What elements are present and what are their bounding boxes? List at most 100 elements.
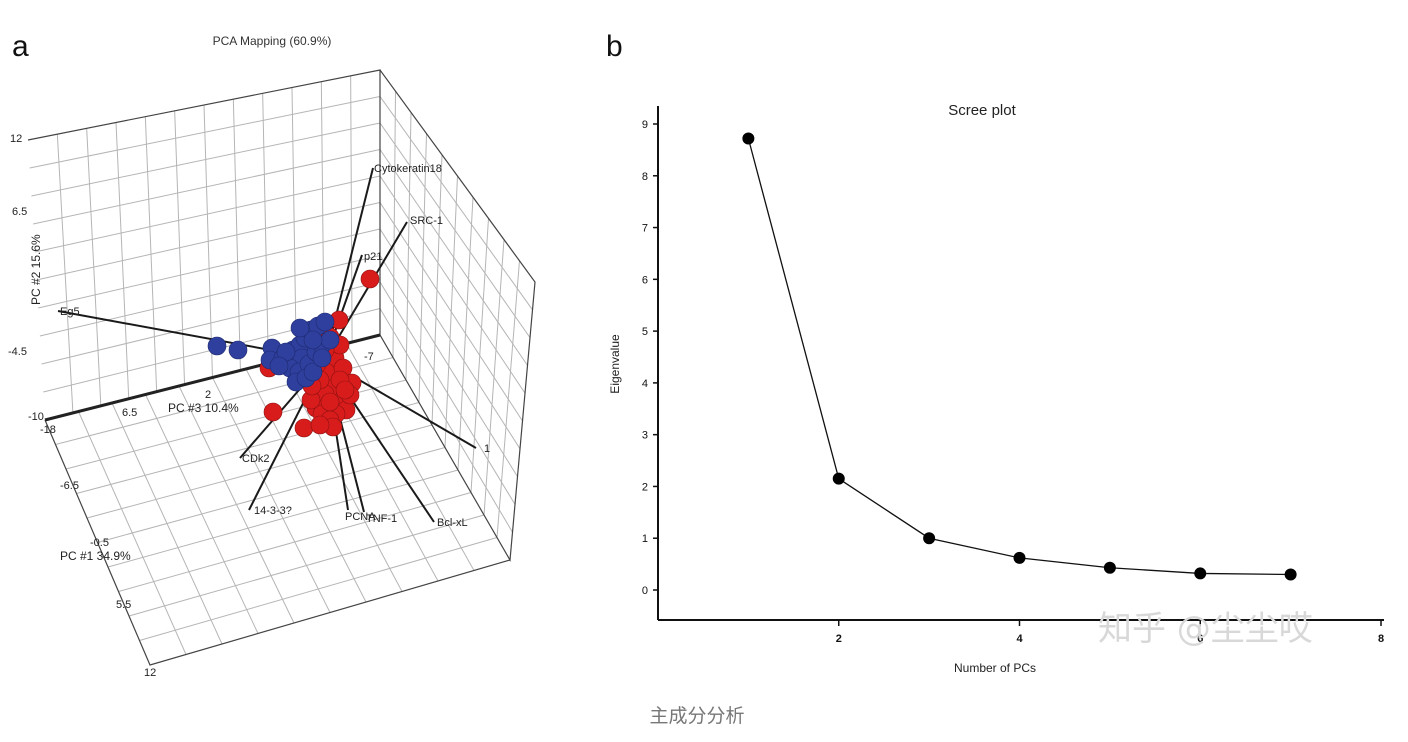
pc1-tick-3: 5.5: [116, 599, 131, 611]
scree-point-5: [1194, 567, 1207, 580]
pca-left-wall-grid: [29, 75, 381, 413]
loading-vector-0: [324, 167, 374, 361]
pc1-tick-1: -6.5: [60, 480, 79, 492]
left-wall-grid-h-7: [39, 255, 381, 337]
loading-label-cdk2: CDk2: [242, 453, 270, 465]
pca-right-wall-grid: [379, 91, 533, 538]
scree-ytick-label-8: 8: [642, 171, 648, 183]
pc2-axis-label: PC #2 15.6%: [29, 234, 43, 305]
pc3-axis-label: PC #3 10.4%: [168, 401, 239, 415]
panel-b-letter: b: [606, 30, 623, 63]
scree-ytick-label-2: 2: [642, 481, 648, 493]
pc3-tick-0: 6.5: [122, 407, 137, 419]
watermark-text: 知乎 @尘尘哎: [1098, 609, 1313, 649]
scree-x-label: Number of PCs: [954, 661, 1036, 675]
panel-a-letter: a: [12, 30, 29, 63]
score-point-blue-24: [290, 318, 310, 338]
loading-label-bclxl: Bcl-xL: [437, 517, 468, 529]
score-point-blue-22: [269, 356, 289, 376]
scree-point-1: [832, 472, 845, 485]
left-wall-grid-h-4: [34, 175, 381, 253]
scree-xtick-label-2: 6: [1197, 633, 1203, 645]
scree-xtick-label-1: 4: [1016, 633, 1023, 645]
right-wall-grid-h-6: [379, 228, 521, 450]
loading-label-cytokeratin18: Cytokeratin18: [374, 163, 442, 175]
floor-grid-h-6: [107, 469, 459, 568]
scree-ytick-label-1: 1: [642, 533, 648, 545]
score-point-blue-1: [228, 340, 248, 360]
score-point-red-16: [263, 402, 283, 422]
left-wall-grid-h-2: [31, 122, 381, 197]
left-wall-grid-h-3: [32, 149, 381, 225]
scree-x-ticks: 2 4 6 8: [836, 620, 1384, 645]
scree-point-3: [1013, 551, 1026, 564]
left-wall-grid-h-8: [41, 281, 381, 365]
left-wall-grid-h-6: [38, 228, 381, 309]
scree-series-line: [747, 138, 1291, 576]
pc2-tick-1: 6.5: [12, 206, 27, 218]
right-wall-grid-h-9: [379, 308, 513, 533]
right-wall-grid-h-3: [379, 149, 528, 366]
score-point-red-0: [360, 269, 380, 289]
scree-title: Scree plot: [948, 102, 1016, 119]
loading-label-src1: SRC-1: [410, 215, 443, 227]
scree-ytick-label-5: 5: [642, 326, 648, 338]
loading-label-tnf1: TNF-1: [366, 513, 397, 525]
score-point-blue-20: [303, 362, 323, 382]
scree-plot: Scree plot 0 1 2 3 4 5 6 7 8 9 2 4 6 8 Number of PCs…: [608, 102, 1384, 675]
right-wall-grid-h-4: [379, 175, 526, 394]
score-point-blue-0: [207, 336, 227, 356]
scree-ytick-label-9: 9: [642, 119, 648, 131]
pc3-tick-1: 2: [205, 389, 211, 401]
pc3-tick-2: -7: [364, 351, 374, 363]
right-wall-grid-h-1: [379, 96, 533, 311]
scree-points: [742, 132, 1297, 581]
scree-point-2: [923, 532, 936, 545]
pc1-tick-0: -18: [40, 424, 56, 436]
pc2-tick-3: -10: [28, 411, 44, 423]
scree-xtick-label-0: 2: [836, 633, 842, 645]
score-point-red-29: [310, 415, 330, 435]
scree-ytick-label-0: 0: [642, 585, 648, 597]
floor-grid-h-7: [118, 492, 472, 592]
scree-ytick-label-3: 3: [642, 430, 648, 442]
scree-ytick-label-4: 4: [642, 378, 648, 390]
pca-3d-plot: PCA Mapping (60.9%) Cytokeratin18 SRC-1 …: [8, 34, 536, 679]
score-point-red-17: [294, 418, 314, 438]
pc1-tick-2: -0.5: [90, 537, 109, 549]
score-point-red-15: [320, 392, 340, 412]
pc1-axis-label: PC #1 34.9%: [60, 549, 131, 563]
left-wall-grid-h-5: [36, 202, 381, 281]
pca-score-points: [207, 269, 380, 438]
pca-right-wall-edge: [379, 69, 536, 562]
scree-xtick-label-3: 8: [1378, 633, 1384, 645]
score-point-blue-17: [320, 330, 340, 350]
right-wall-grid-h-2: [379, 122, 531, 338]
score-point-blue-25: [312, 348, 332, 368]
pca-title: PCA Mapping (60.9%): [213, 34, 332, 48]
right-wall-grid-h-8: [379, 281, 516, 505]
scree-ytick-label-6: 6: [642, 274, 648, 286]
scree-point-4: [1103, 561, 1116, 574]
score-point-blue-23: [303, 330, 323, 350]
score-point-blue-10: [315, 312, 335, 332]
pc2-tick-0: 12: [10, 133, 22, 145]
scree-point-0: [742, 132, 755, 145]
scree-ytick-label-7: 7: [642, 223, 648, 235]
loading-label-eg5: Eg5: [60, 306, 80, 318]
floor-grid-h-8: [128, 514, 485, 617]
score-point-red-28: [335, 380, 355, 400]
pc1-tick-4: 12: [144, 667, 156, 679]
loading-label-1433: 14-3-3?: [254, 505, 292, 517]
right-wall-grid-h-7: [379, 255, 518, 477]
pc2-tick-2: -4.5: [8, 346, 27, 358]
scree-point-6: [1284, 568, 1297, 581]
scree-y-label: Eigenvalue: [608, 334, 622, 394]
floor-grid-h-9: [139, 537, 498, 641]
right-wall-grid-h-5: [379, 202, 523, 422]
scree-y-ticks: 0 1 2 3 4 5 6 7 8 9: [642, 119, 658, 597]
floor-grid-h-5: [97, 447, 446, 543]
floor-grid-h-4: [86, 424, 433, 519]
left-wall-grid-h-1: [29, 96, 381, 169]
